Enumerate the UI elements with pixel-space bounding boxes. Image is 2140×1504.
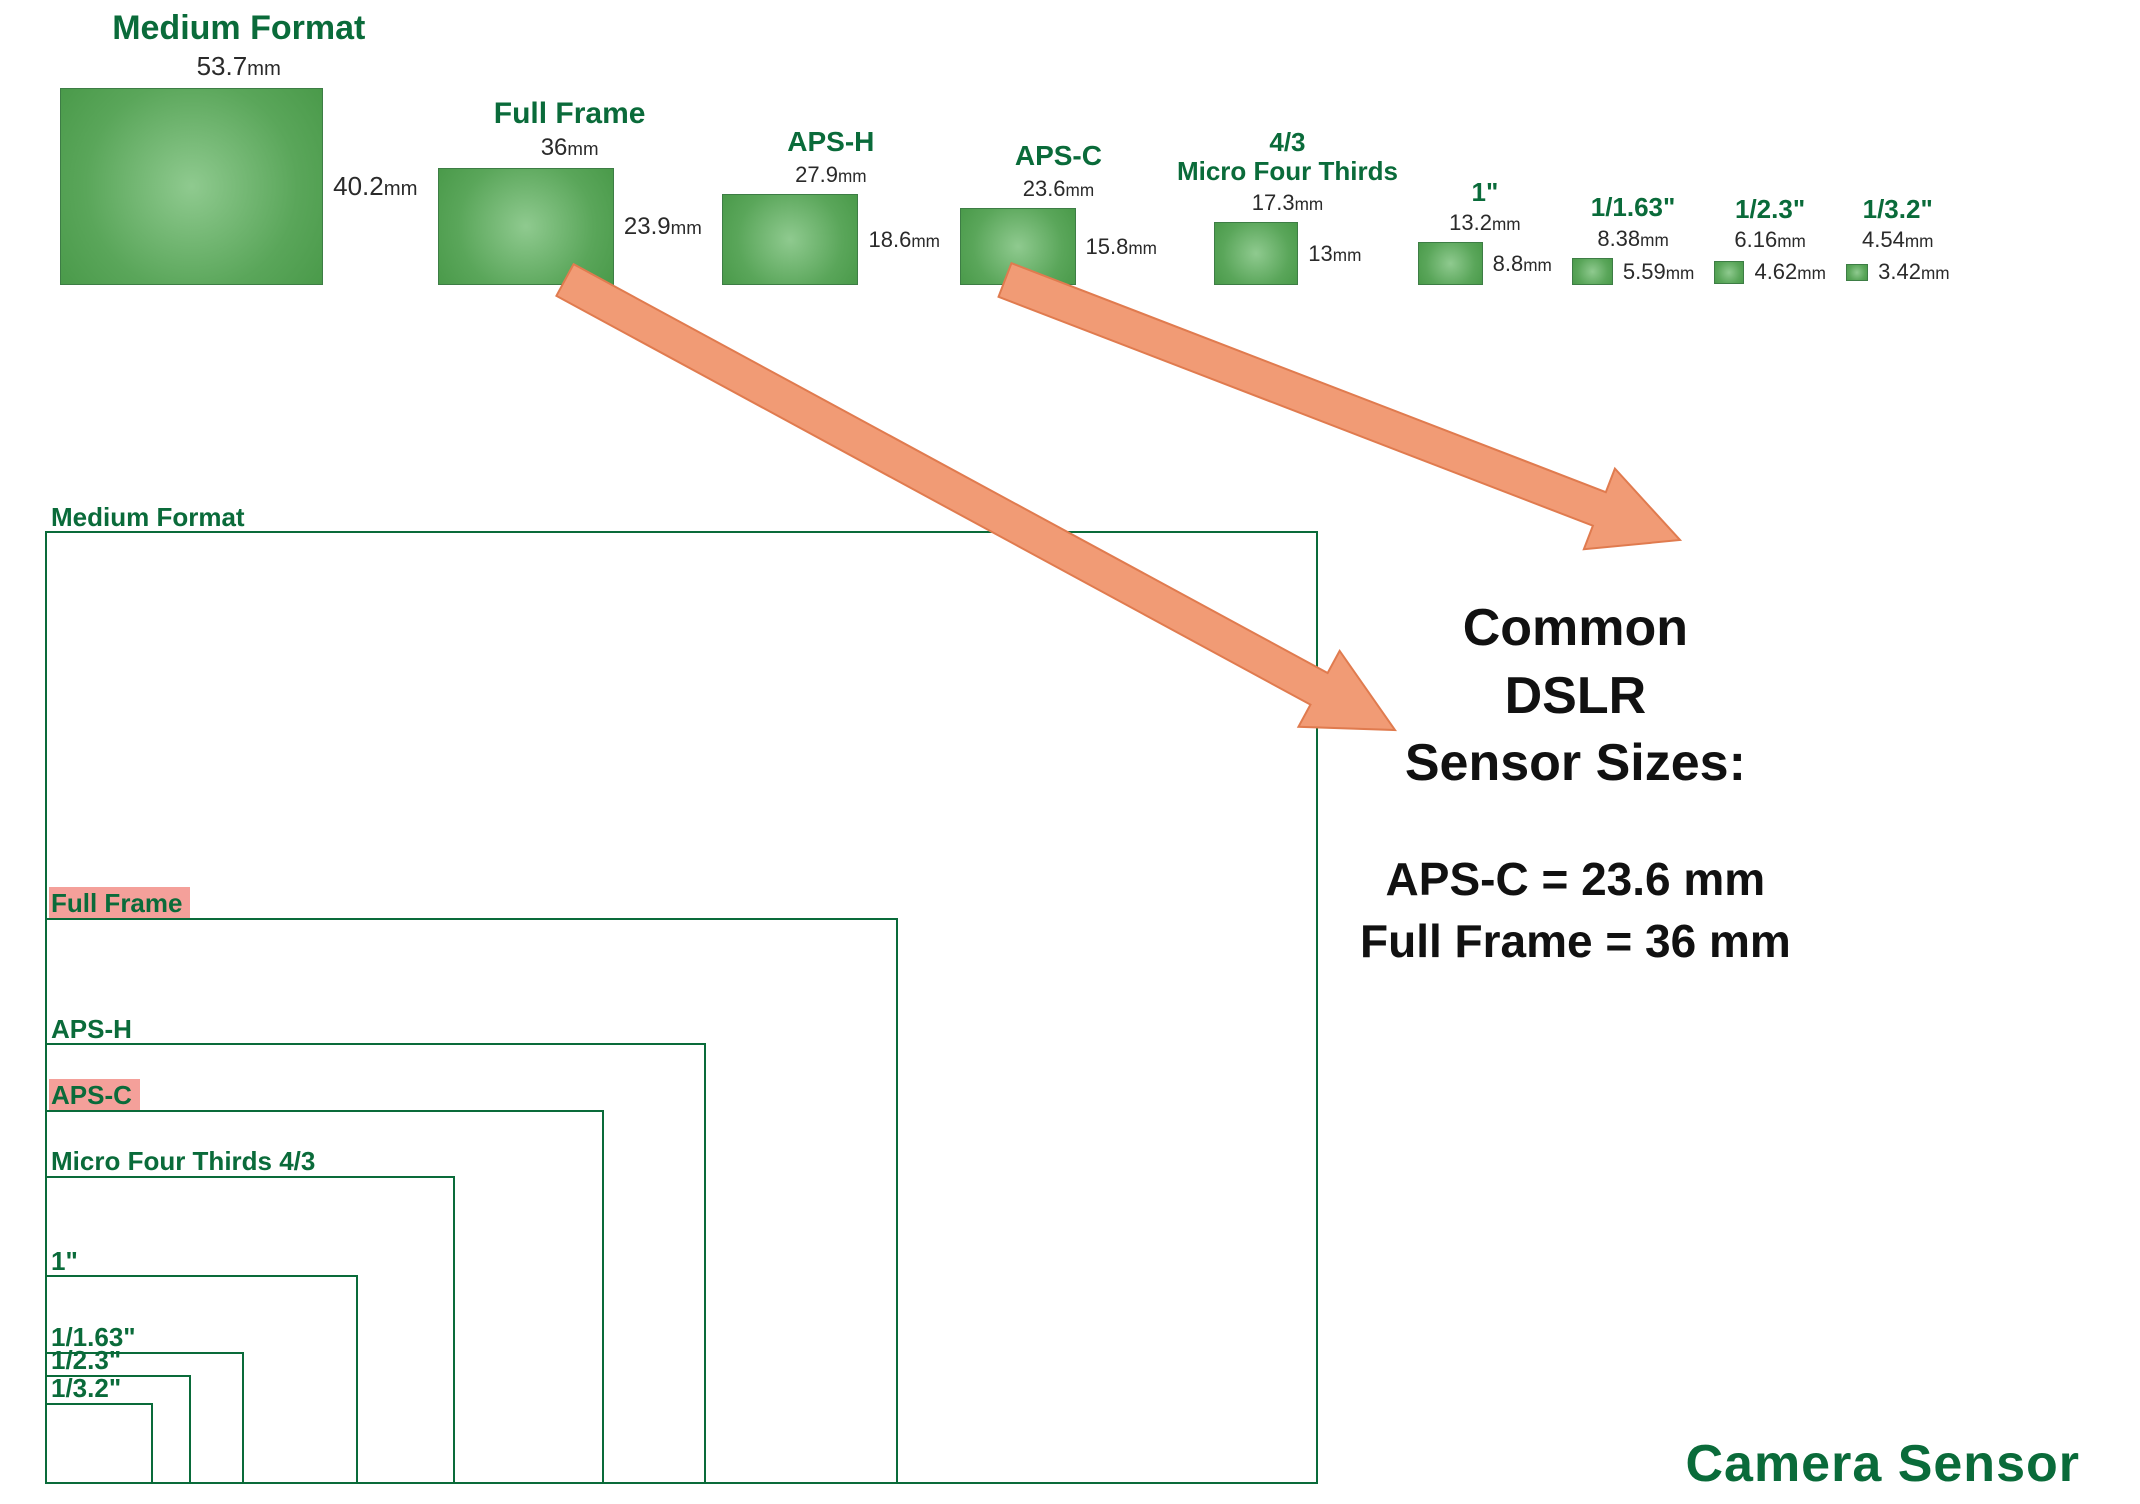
- sensor-box-wrap: 5.59mm: [1572, 258, 1694, 285]
- arrow-shape: [989, 240, 1695, 581]
- sensor-title: APS-H: [787, 127, 874, 158]
- nested-rect: [45, 1403, 153, 1484]
- sensor-box-wrap: 4.62mm: [1714, 259, 1826, 285]
- sensor-box: [1846, 264, 1868, 281]
- sensor-title: APS-C: [1015, 141, 1102, 172]
- sensor-height-label: 8.8mm: [1493, 251, 1552, 277]
- sensor-box: [1714, 261, 1744, 284]
- sensor-box: [60, 88, 323, 285]
- sensor-box-wrap: 23.9mm: [438, 168, 702, 285]
- sensor-height-label: 4.62mm: [1754, 259, 1825, 285]
- sensor-height-label: 3.42mm: [1878, 259, 1949, 285]
- nested-rect-label: 1/2.3": [49, 1344, 129, 1375]
- sensor-width-label: 4.54mm: [1862, 227, 1933, 253]
- sensor-card: 4/3Micro Four Thirds 17.3mm 13mm: [1177, 128, 1398, 285]
- sensor-title: 1": [1471, 178, 1498, 207]
- sensor-card: Medium Format 53.7mm 40.2mm: [60, 10, 418, 285]
- nested-rect-label: Micro Four Thirds 4/3: [49, 1145, 323, 1176]
- sensor-box: [1214, 222, 1299, 286]
- sensor-card: 1" 13.2mm 8.8mm: [1418, 178, 1552, 286]
- sensor-height-label: 18.6mm: [868, 227, 939, 253]
- footer-title: Camera Sensor: [1685, 1434, 2080, 1494]
- sensor-card: APS-C 23.6mm 15.8mm: [960, 141, 1157, 285]
- sensor-box: [960, 208, 1076, 285]
- sensor-width-label: 17.3mm: [1252, 190, 1323, 216]
- sensor-title: 1/3.2": [1863, 195, 1933, 224]
- sensor-title: 1/2.3": [1735, 195, 1805, 224]
- sensor-box: [1418, 242, 1483, 285]
- sensor-width-label: 6.16mm: [1734, 227, 1805, 253]
- sensor-width-label: 8.38mm: [1597, 226, 1668, 252]
- sensor-width-label: 36mm: [541, 134, 599, 162]
- sensor-title: 4/3Micro Four Thirds: [1177, 128, 1398, 185]
- nested-rect-label: 1/3.2": [49, 1372, 129, 1403]
- sensor-title: 1/1.63": [1591, 193, 1676, 222]
- sensor-card: Full Frame 36mm 23.9mm: [438, 97, 702, 285]
- sensor-card: 1/3.2" 4.54mm 3.42mm: [1846, 195, 1950, 286]
- sensor-card: APS-H 27.9mm 18.6mm: [722, 127, 940, 285]
- nested-rect-label: APS-H: [49, 1013, 140, 1044]
- sensor-box: [438, 168, 614, 285]
- sensor-card: 1/1.63" 8.38mm 5.59mm: [1572, 193, 1694, 285]
- callout-spec: APS-C = 23.6 mmFull Frame = 36 mm: [1360, 848, 1791, 972]
- sensor-box-wrap: 18.6mm: [722, 194, 940, 285]
- sensor-height-label: 40.2mm: [333, 171, 417, 202]
- sensor-box: [1572, 258, 1613, 285]
- sensor-width-label: 23.6mm: [1023, 176, 1094, 202]
- nested-rect-label: Full Frame: [49, 887, 190, 918]
- sensor-height-label: 5.59mm: [1623, 259, 1694, 285]
- callout-text-block: CommonDSLRSensor Sizes: APS-C = 23.6 mmF…: [1360, 595, 1791, 972]
- sensor-height-label: 13mm: [1308, 241, 1361, 267]
- sensor-title: Full Frame: [494, 97, 646, 130]
- nested-rect-label: Medium Format: [49, 501, 253, 532]
- arrow: [989, 240, 1695, 581]
- sensor-height-label: 23.9mm: [624, 213, 702, 241]
- sensor-box-wrap: 40.2mm: [60, 88, 418, 285]
- nested-sensor-outlines: Medium FormatFull FrameAPS-HAPS-CMicro F…: [45, 531, 1318, 1484]
- sensor-box-wrap: 13mm: [1214, 222, 1362, 286]
- sensor-width-label: 27.9mm: [795, 162, 866, 188]
- callout-heading: CommonDSLRSensor Sizes:: [1360, 595, 1791, 798]
- sensor-width-label: 13.2mm: [1449, 210, 1520, 236]
- sensor-box-wrap: 8.8mm: [1418, 242, 1552, 285]
- sensor-height-label: 15.8mm: [1086, 234, 1157, 260]
- sensor-card: 1/2.3" 6.16mm 4.62mm: [1714, 195, 1826, 286]
- sensor-title: Medium Format: [112, 10, 365, 47]
- nested-rect-label: APS-C: [49, 1079, 140, 1110]
- sensor-box: [722, 194, 859, 285]
- sensor-top-row: Medium Format 53.7mm 40.2mm Full Frame 36mm 2…: [60, 10, 2100, 285]
- sensor-width-label: 53.7mm: [197, 51, 281, 82]
- sensor-box-wrap: 15.8mm: [960, 208, 1157, 285]
- nested-rect-label: 1": [49, 1245, 86, 1276]
- sensor-box-wrap: 3.42mm: [1846, 259, 1950, 285]
